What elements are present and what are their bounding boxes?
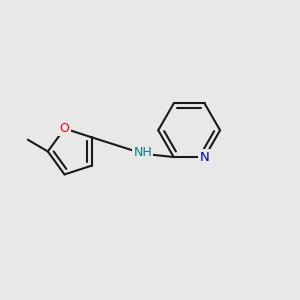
Text: O: O (60, 122, 69, 135)
Text: NH: NH (133, 146, 152, 159)
Text: O: O (60, 122, 69, 135)
Text: N: N (200, 151, 209, 164)
Text: NH: NH (133, 146, 152, 159)
Text: N: N (200, 151, 209, 164)
